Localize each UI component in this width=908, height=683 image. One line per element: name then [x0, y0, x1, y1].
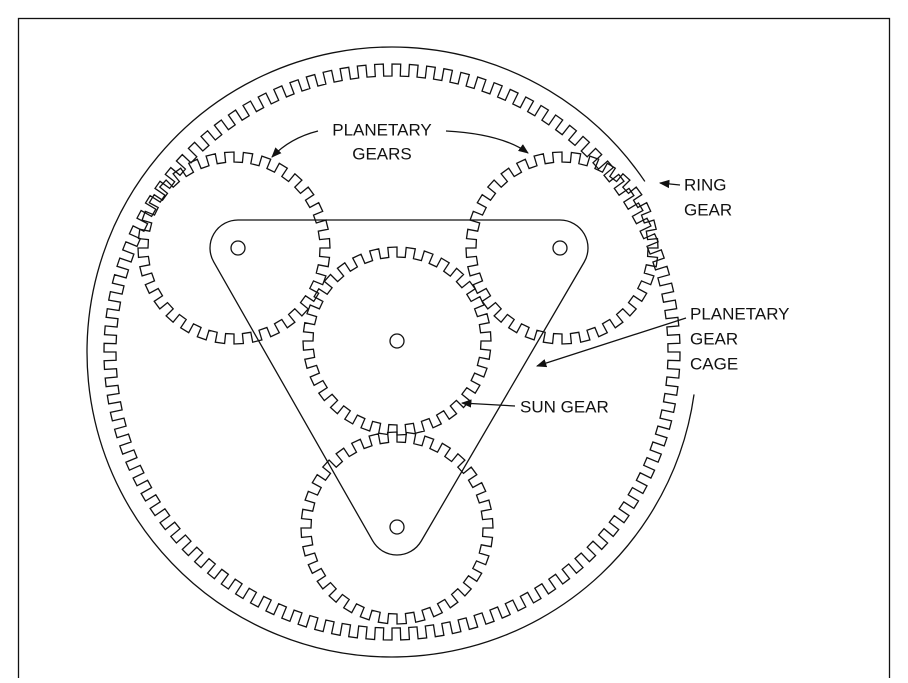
sun-center-hole [390, 334, 404, 348]
label-cage-line: GEAR [690, 329, 738, 348]
label-cage-line: PLANETARY [690, 304, 790, 323]
pivot-hole [231, 241, 245, 255]
pivot-hole [553, 241, 567, 255]
sun-gear [303, 247, 491, 435]
planet-gear [138, 152, 330, 344]
arrow [446, 131, 528, 153]
frame [19, 19, 890, 679]
label-cage-line: CAGE [690, 354, 738, 373]
label-sun-gear: SUN GEAR [520, 397, 609, 416]
page: PLANETARY GEARS RING GEAR PLANETARY GEAR… [0, 0, 908, 678]
arrow [660, 183, 680, 185]
arrow [537, 318, 686, 366]
arrow [272, 131, 318, 157]
planetary-gear-cage [210, 220, 588, 555]
label-ring-gear-line: GEAR [684, 200, 732, 219]
label-planetary-gears-line: PLANETARY [332, 120, 432, 139]
diagram: PLANETARY GEARS RING GEAR PLANETARY GEAR… [0, 0, 908, 678]
pivot-hole [390, 520, 404, 534]
label-ring-gear-line: RING [684, 175, 727, 194]
planet-gear [466, 152, 658, 344]
arrow [462, 403, 515, 406]
label-planetary-gears-line: GEARS [352, 144, 412, 163]
planet-gear [301, 432, 493, 624]
